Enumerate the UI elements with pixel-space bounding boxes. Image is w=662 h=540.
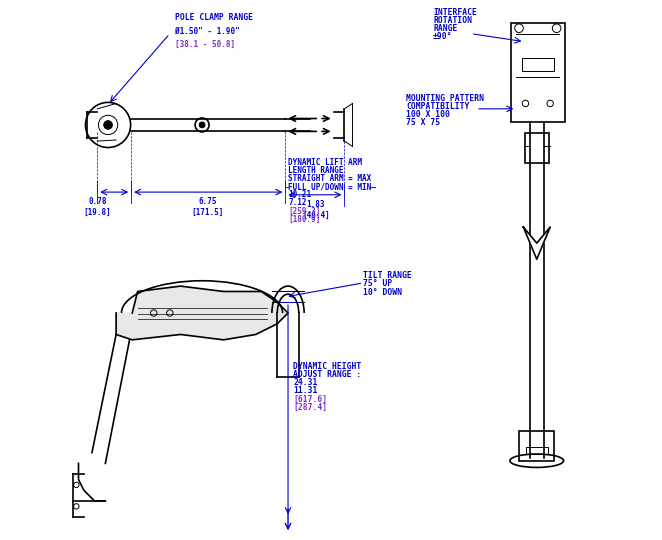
Text: 75 X 75: 75 X 75 — [406, 118, 440, 127]
Text: MOUNTING PATTERN: MOUNTING PATTERN — [406, 93, 484, 103]
Text: ROTATION: ROTATION — [433, 16, 472, 25]
Text: 11.31: 11.31 — [293, 387, 318, 395]
Text: 100 X 100: 100 X 100 — [406, 110, 450, 119]
Text: ADJUST RANGE :: ADJUST RANGE : — [293, 370, 361, 379]
Text: 0.78
[19.8]: 0.78 [19.8] — [83, 198, 111, 217]
Text: 7.12: 7.12 — [288, 198, 307, 207]
Polygon shape — [524, 227, 550, 259]
Bar — [526, 447, 547, 454]
Circle shape — [199, 122, 205, 127]
Text: 6.75
[171.5]: 6.75 [171.5] — [191, 198, 224, 217]
Text: COMPATIBILITY: COMPATIBILITY — [406, 102, 469, 111]
Text: Ø1.50" - 1.90": Ø1.50" - 1.90" — [175, 26, 240, 36]
Text: [617.6]: [617.6] — [293, 394, 328, 403]
Text: STRAIGHT ARM = MAX: STRAIGHT ARM = MAX — [288, 174, 371, 183]
Bar — [511, 23, 565, 122]
Circle shape — [104, 120, 113, 129]
Bar — [519, 431, 555, 461]
Text: 1.83
[46.4]: 1.83 [46.4] — [302, 200, 330, 220]
Bar — [522, 58, 554, 71]
Text: [259.3]: [259.3] — [288, 206, 320, 215]
Text: 10.21: 10.21 — [288, 190, 311, 199]
Text: DYNAMIC LIFT ARM: DYNAMIC LIFT ARM — [288, 158, 362, 167]
Text: 24.31: 24.31 — [293, 379, 318, 387]
Polygon shape — [116, 286, 288, 340]
Text: POLE CLAMP RANGE: POLE CLAMP RANGE — [175, 13, 253, 22]
Bar — [526, 133, 549, 163]
Text: FULL UP/DOWN = MIN—: FULL UP/DOWN = MIN— — [288, 182, 376, 191]
Text: 10° DOWN: 10° DOWN — [363, 288, 402, 297]
Text: ±90°: ±90° — [433, 32, 453, 41]
Text: RANGE: RANGE — [433, 24, 457, 33]
Text: 75° UP: 75° UP — [363, 280, 393, 288]
Text: [180.9]: [180.9] — [288, 214, 320, 224]
Text: INTERFACE: INTERFACE — [433, 8, 477, 17]
Text: DYNAMIC HEIGHT: DYNAMIC HEIGHT — [293, 362, 361, 371]
Text: TILT RANGE: TILT RANGE — [363, 271, 412, 280]
Text: [287.4]: [287.4] — [293, 402, 328, 411]
Text: [38.1 - 50.8]: [38.1 - 50.8] — [175, 40, 235, 49]
Text: LENGTH RANGE: LENGTH RANGE — [288, 166, 344, 175]
